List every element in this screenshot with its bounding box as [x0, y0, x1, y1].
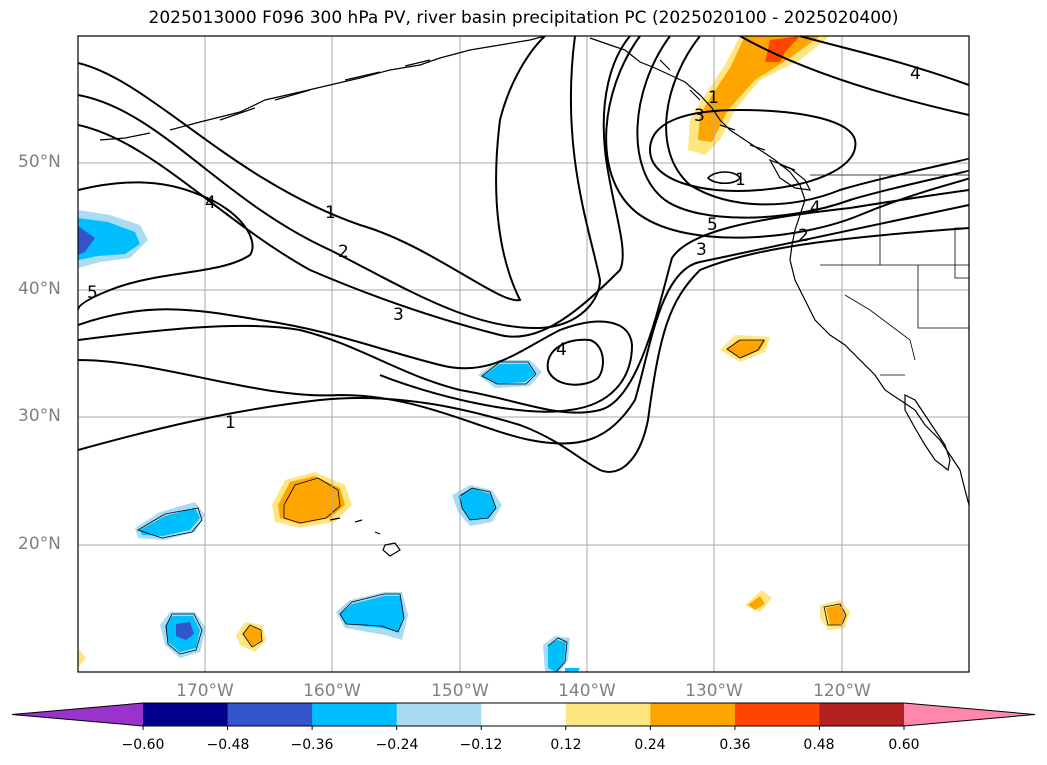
colorbar-segment [650, 703, 736, 726]
colorbar-tick: 0.48 [803, 737, 835, 753]
colorbar-tick: −0.12 [459, 737, 503, 753]
colorbar-segment [143, 703, 229, 726]
contour-label: 4 [205, 193, 216, 213]
colorbar-segment [481, 703, 567, 726]
colorbar-tick: 0.36 [719, 737, 751, 753]
contour-label: 1 [225, 413, 236, 433]
colorbar-tick: −0.24 [375, 737, 419, 753]
colorbar-segment [819, 703, 905, 726]
colorbar-tick: −0.60 [121, 737, 165, 753]
lat-label-30: 30°N [18, 406, 61, 426]
map-title: 2025013000 F096 300 hPa PV, river basin … [148, 8, 899, 28]
contour-label: 1 [735, 170, 746, 190]
contour-label: 4 [910, 64, 921, 84]
contour-label: 4 [556, 340, 567, 360]
colorbar-segment [396, 703, 482, 726]
colorbar-segment [565, 703, 651, 726]
lon-label-150w: 150°W [431, 681, 489, 701]
contour-label: 1 [708, 88, 719, 108]
pv-contours [78, 36, 969, 473]
contour-label: 4 [810, 198, 821, 218]
lon-label-140w: 140°W [558, 681, 616, 701]
lat-label-40: 40°N [18, 279, 61, 299]
contour-label: 2 [798, 226, 809, 246]
colorbar-extend-high [904, 703, 1035, 726]
precip-shading [78, 36, 850, 672]
colorbar-tick: −0.48 [206, 737, 250, 753]
precip-outlines [137, 339, 847, 672]
contour-label: 3 [696, 240, 707, 260]
contour-label: 1 [325, 203, 336, 223]
lon-label-160w: 160°W [303, 681, 361, 701]
contour-label: 5 [707, 215, 718, 235]
colorbar-segment [227, 703, 313, 726]
colorbar-tick: 0.12 [550, 737, 582, 753]
colorbar [11, 702, 1036, 730]
colorbar-extend-low [12, 703, 143, 726]
contour-label: 2 [338, 242, 349, 262]
colorbar-segment [312, 703, 398, 726]
lat-label-20: 20°N [18, 534, 61, 554]
lon-label-120w: 120°W [813, 681, 871, 701]
lon-label-130w: 130°W [685, 681, 743, 701]
colorbar-tick: −0.36 [290, 737, 334, 753]
contour-label: 5 [87, 283, 98, 303]
contour-label: 3 [393, 305, 404, 325]
map-frame [77, 35, 970, 673]
lat-label-50: 50°N [18, 152, 61, 172]
colorbar-tick: 0.24 [634, 737, 666, 753]
contour-label: 3 [694, 106, 705, 126]
graticule [78, 36, 969, 672]
colorbar-segment [734, 703, 820, 726]
lon-label-170w: 170°W [176, 681, 234, 701]
coastlines [99, 36, 969, 557]
colorbar-tick: 0.60 [888, 737, 920, 753]
